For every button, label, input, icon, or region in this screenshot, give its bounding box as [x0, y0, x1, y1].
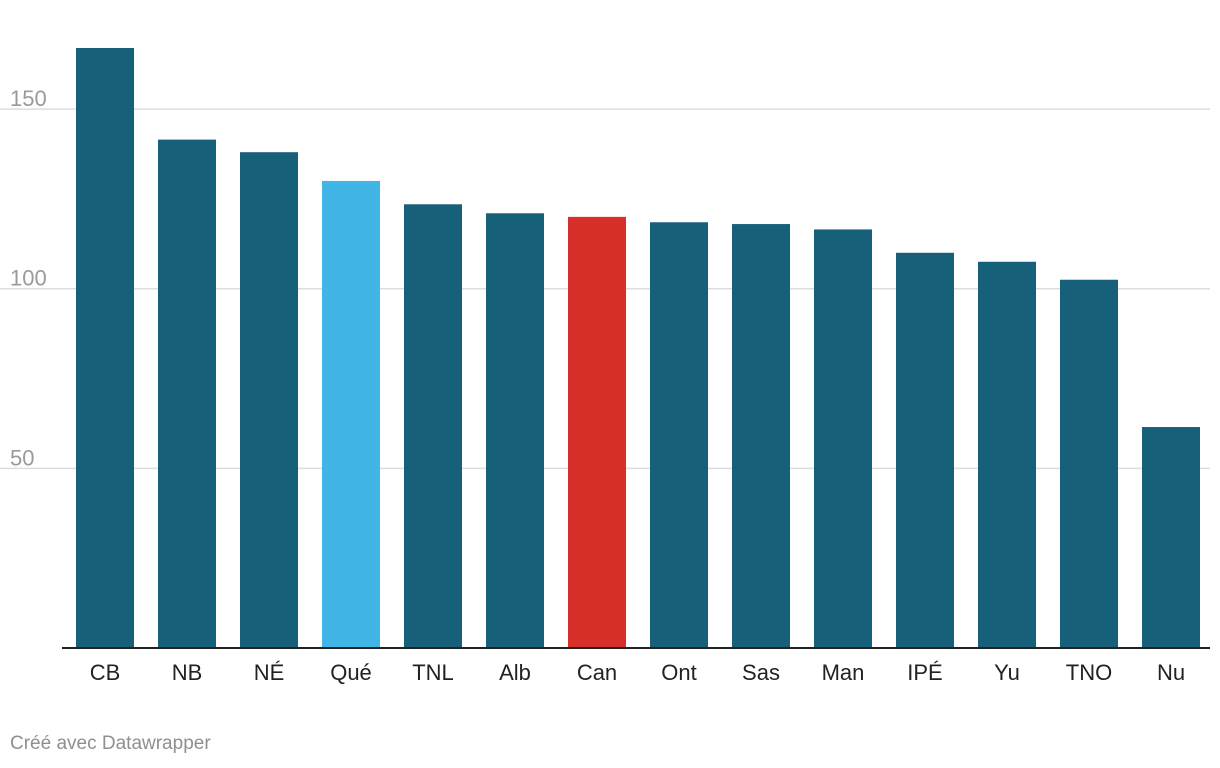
x-category-label: CB	[90, 660, 121, 685]
bar-TNL	[404, 204, 462, 649]
bar-NB	[158, 139, 216, 648]
y-tick-label: 50	[10, 445, 34, 470]
bar-Alb	[486, 213, 544, 648]
x-category-label: Nu	[1157, 660, 1185, 685]
x-category-label: TNO	[1066, 660, 1112, 685]
bar-CB	[76, 48, 134, 648]
bar-Man	[814, 229, 872, 648]
bar-Qué	[322, 180, 380, 648]
bar-Ont	[650, 222, 708, 648]
x-axis-category-labels: CB NB NÉ Qué TNL Alb Can Ont Sas Man IPÉ Yu TNO Nu	[90, 660, 1185, 685]
y-tick-label: 100	[10, 266, 47, 291]
x-category-label: Yu	[994, 660, 1020, 685]
bar-NÉ	[240, 152, 298, 648]
x-category-label: Man	[822, 660, 865, 685]
bar-Sas	[732, 224, 790, 648]
x-category-label: NB	[172, 660, 203, 685]
x-category-label: Alb	[499, 660, 531, 685]
x-category-label: TNL	[412, 660, 454, 685]
x-category-label: Ont	[661, 660, 696, 685]
x-category-label: Sas	[742, 660, 780, 685]
y-tick-label: 150	[10, 86, 47, 111]
x-category-label: Qué	[330, 660, 372, 685]
x-category-label: Can	[577, 660, 617, 685]
x-category-label: NÉ	[254, 660, 285, 685]
bar-IPÉ	[896, 252, 954, 649]
x-category-label: IPÉ	[907, 660, 942, 685]
datawrapper-credit: Créé avec Datawrapper	[10, 733, 211, 754]
bar-chart: 50 100 150 CB NB NÉ Qué TNL Alb Can Ont Sas Man IPÉ Y…	[0, 48, 1210, 685]
bar-Nu	[1142, 427, 1200, 648]
bar-Can	[568, 216, 626, 648]
bar-Yu	[978, 261, 1036, 648]
bars	[76, 48, 1200, 649]
y-axis-tick-labels: 50 100 150	[10, 86, 47, 470]
bar-TNO	[1060, 279, 1118, 648]
